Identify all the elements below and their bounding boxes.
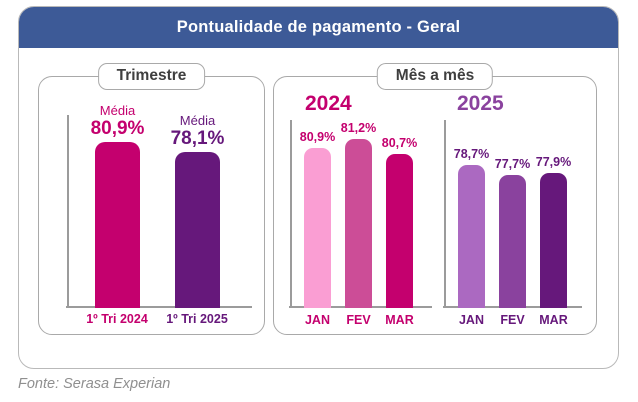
bar-value-label: 77,7% [494,157,531,172]
trimestre-bar-group: Média 80,9% Média 78,1% [91,103,224,308]
trimestre-category-labels: 1º Tri 2024 1º Tri 2025 [77,312,237,326]
mes-a-mes-panel: Mês a mês 2024 80,9% 81,2% 80,7% JAN FEV MAR… [273,63,597,335]
bar-jan: 80,9% [300,130,335,308]
infographic-card: Pontualidade de pagamento - Geral Trimes… [18,6,619,369]
bar-1-tri-2025: Média 78,1% [171,113,224,308]
bar-value-label: 78,7% [453,147,490,162]
group-2024-y-axis-line [290,120,292,308]
category-label-fev: FEV [500,313,525,327]
trimestre-panel: Trimestre Média 80,9% Média 78,1% 1º Tri 20… [38,63,265,335]
category-label-1-tri-2025: 1º Tri 2025 [166,312,228,326]
bar-rect-1-tri-2025 [175,152,220,308]
bar-value-label: 80,9% [299,130,336,145]
bar-value-label: Média 80,9% [90,103,145,140]
bar-value-label: 81,2% [340,121,377,136]
category-label-fev: FEV [346,313,371,327]
bar-rect-fev [499,175,526,308]
bar-jan: 78,7% [454,147,489,308]
category-label-jan: JAN [304,313,330,327]
header-title: Pontualidade de pagamento - Geral [176,18,461,36]
bar-rect-jan [458,165,485,308]
bar-1-tri-2024: Média 80,9% [91,103,144,308]
trimestre-y-axis-line [67,115,69,308]
group-2024-bar-group: 80,9% 81,2% 80,7% [300,121,417,308]
group-2024-category-labels: JAN FEV MAR [297,313,420,327]
bar-fev: 77,7% [495,157,530,308]
group-2025-category-labels: JAN FEV MAR [451,313,574,327]
trimestre-x-axis-line [66,306,252,308]
bar-rect-jan [304,148,331,308]
category-label-jan: JAN [458,313,484,327]
bar-mar: 80,7% [382,136,417,308]
bar-value-label: 80,7% [381,136,418,151]
category-label-mar: MAR [385,313,414,327]
bar-mar: 77,9% [536,155,571,308]
mes-a-mes-panel-label: Mês a mês [376,63,494,90]
footer-source: Fonte: Serasa Experian [18,376,171,392]
bar-rect-fev [345,139,372,308]
bar-value-label: Média 78,1% [170,113,225,150]
bar-rect-mar [540,173,567,308]
group-title-2025: 2025 [457,92,504,115]
category-label-mar: MAR [539,313,568,327]
media-annotation: Média [99,103,136,119]
header-bar: Pontualidade de pagamento - Geral [19,7,618,48]
bar-rect-1-tri-2024 [95,142,140,308]
group-2025-bar-group: 78,7% 77,7% 77,9% [454,147,571,308]
bar-rect-mar [386,154,413,308]
group-2025-y-axis-line [444,120,446,308]
trimestre-panel-label: Trimestre [97,63,206,90]
media-annotation: Média [179,113,216,129]
group-title-2024: 2024 [305,92,352,115]
bar-fev: 81,2% [341,121,376,308]
category-label-1-tri-2024: 1º Tri 2024 [86,312,148,326]
bar-value-label: 77,9% [535,155,572,170]
